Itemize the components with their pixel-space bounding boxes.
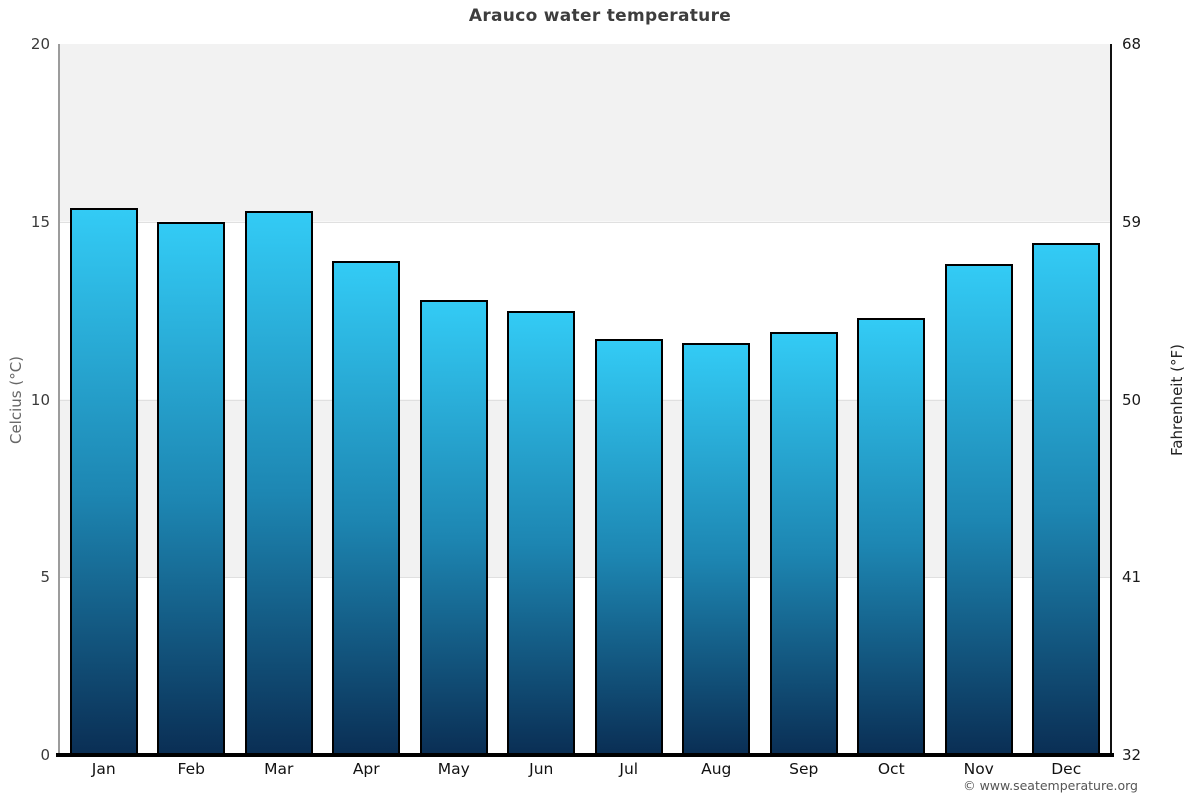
bar-feb: [157, 221, 226, 755]
x-label-oct: Oct: [877, 760, 905, 778]
x-label-feb: Feb: [177, 760, 205, 778]
x-label-apr: Apr: [352, 760, 380, 778]
gridline: [60, 221, 1110, 223]
fahrenheit-tick-68: 68: [1122, 35, 1142, 53]
bar-nov: [944, 264, 1013, 755]
celsius-tick-0: 0: [40, 746, 50, 764]
bar-jan: [69, 207, 138, 755]
fahrenheit-tick-41: 41: [1122, 568, 1142, 587]
x-label-sep: Sep: [789, 760, 819, 778]
fahrenheit-tick-59: 59: [1122, 212, 1142, 231]
gridline: [60, 399, 1110, 401]
bar-apr: [332, 260, 401, 755]
celsius-tick-10: 10: [30, 390, 50, 409]
celsius-tick-20: 20: [30, 35, 50, 53]
fahrenheit-tick-32: 32: [1122, 746, 1142, 764]
bar-oct: [857, 317, 926, 755]
fahrenheit-tick-50: 50: [1122, 390, 1142, 409]
celsius-tick-15: 15: [30, 212, 50, 231]
x-label-jul: Jul: [619, 760, 639, 778]
bar-dec: [1032, 243, 1101, 755]
chart-title: Arauco water temperature: [468, 6, 732, 26]
bar-may: [419, 299, 488, 755]
x-axis-labels: Jan Feb Mar Apr May Jun Jul Aug Sep Oct Nov Dec: [60, 760, 1110, 786]
bar-aug: [682, 342, 751, 755]
right-axis-line: [1110, 44, 1112, 755]
x-label-may: May: [437, 760, 470, 778]
x-label-jan: Jan: [91, 760, 116, 778]
x-label-jun: Jun: [529, 760, 554, 778]
x-label-dec: Dec: [1051, 760, 1082, 778]
celsius-tick-5: 5: [40, 568, 50, 587]
bar-jul: [594, 339, 663, 755]
bar-sep: [769, 331, 838, 755]
gridline: [60, 577, 1110, 579]
x-label-aug: Aug: [701, 760, 732, 778]
bottom-axis-line: [56, 753, 1114, 757]
fahrenheit-axis-title: Fahrenheit (°F): [1168, 344, 1186, 456]
bar-jun: [507, 310, 576, 755]
bar-series: [60, 44, 1110, 755]
celsius-axis-title: Celcius (°C): [7, 355, 25, 445]
x-label-nov: Nov: [963, 760, 994, 778]
bar-mar: [244, 211, 313, 755]
copyright-credit: © www.seatemperature.org: [963, 778, 1138, 793]
x-label-mar: Mar: [264, 760, 294, 778]
left-axis-line: [58, 44, 60, 755]
